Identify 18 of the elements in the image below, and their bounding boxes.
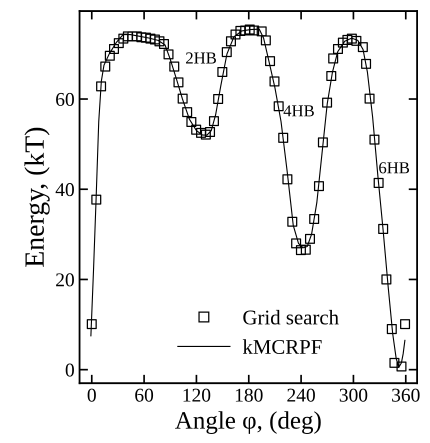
y-tick-label: 0: [66, 363, 74, 377]
x-axis-title: Angle φ, (deg): [175, 411, 321, 434]
x-tick-label: 300: [340, 388, 368, 402]
y-tick-label: 20: [56, 273, 74, 286]
x-tick-label: 360: [392, 388, 420, 402]
x-tick-label: 180: [236, 388, 263, 402]
x-tick-label: 60: [135, 388, 154, 402]
annotation: 2HB: [186, 52, 216, 64]
y-tick-label: 40: [56, 183, 74, 196]
x-tick-label: 120: [184, 388, 210, 402]
y-tick-label: 60: [56, 92, 74, 106]
y-axis-title: Energy, (kT): [24, 128, 50, 267]
annotation: 4HB: [284, 105, 314, 116]
legend-label: kMCRPF: [242, 339, 322, 354]
legend-label: Grid search: [243, 310, 339, 325]
annotation: 6HB: [379, 162, 410, 174]
x-tick-label: 240: [287, 388, 315, 402]
x-tick-label: 0: [88, 388, 96, 402]
